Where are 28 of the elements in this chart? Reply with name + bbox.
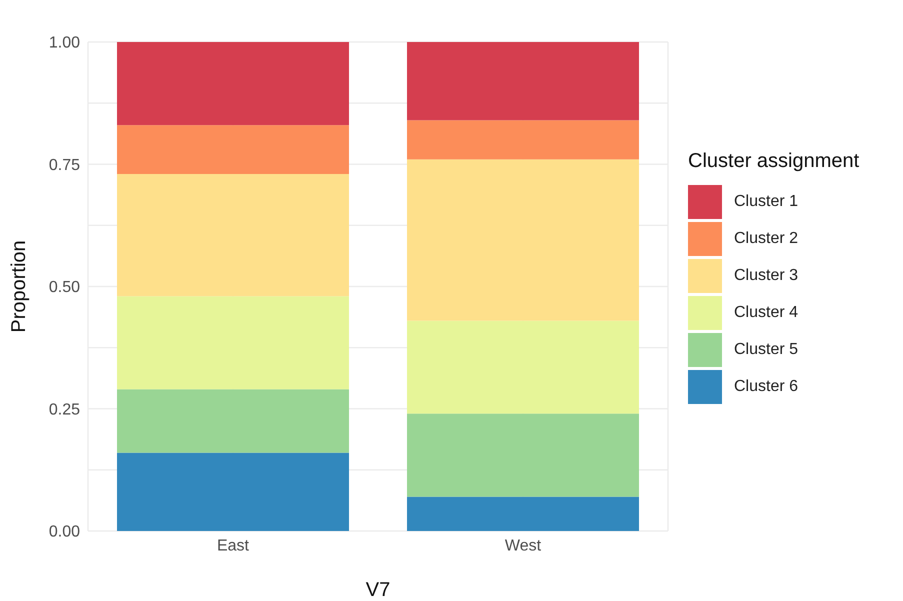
legend-label: Cluster 6 [734, 378, 798, 396]
y-axis-title: Proportion [8, 240, 30, 333]
bar [407, 414, 639, 497]
bar [407, 320, 639, 414]
bar [117, 42, 349, 126]
legend-label: Cluster 1 [734, 192, 798, 210]
x-tick-label: West [504, 537, 542, 554]
y-tick-label: 0.00 [48, 524, 80, 541]
y-tick-label: 0.75 [48, 156, 80, 174]
legend-title: Cluster assignment [688, 150, 860, 173]
bar [407, 496, 639, 531]
y-tick-label: 1.00 [48, 34, 80, 52]
bar [117, 452, 349, 531]
x-axis-title: V7 [366, 579, 390, 601]
legend-label: Cluster 2 [734, 230, 798, 248]
legend-label: Cluster 4 [734, 304, 798, 322]
bar [407, 42, 639, 120]
bar [117, 125, 349, 174]
y-tick-label: 0.25 [48, 401, 80, 418]
bar [407, 120, 639, 160]
legend-label: Cluster 5 [734, 340, 798, 358]
bar [117, 174, 349, 296]
bar [117, 389, 349, 453]
x-tick-label: East [216, 537, 250, 554]
legend-label: Cluster 3 [734, 266, 798, 284]
bar [407, 159, 639, 321]
bar [117, 296, 349, 390]
y-tick-label: 0.50 [48, 279, 80, 296]
